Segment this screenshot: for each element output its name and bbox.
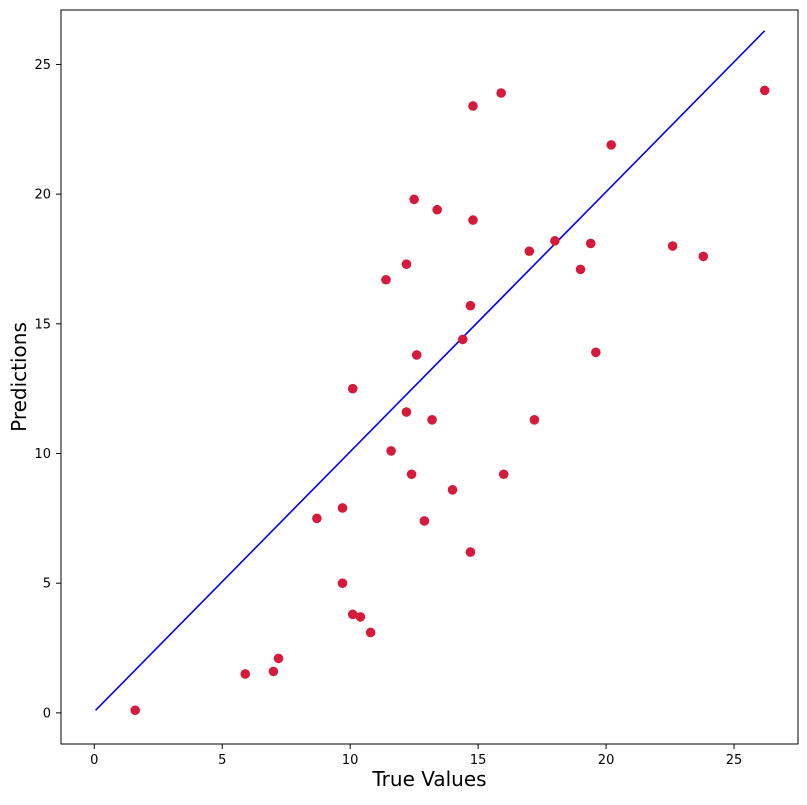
scatter-point [130, 705, 141, 716]
scatter-point [347, 383, 358, 394]
scatter-point [268, 666, 279, 677]
x-tick-label: 15 [470, 753, 487, 768]
y-axis-title: Predictions [7, 322, 31, 432]
scatter-point [406, 469, 417, 480]
x-tick-label: 20 [598, 753, 615, 768]
scatter-point [550, 236, 560, 246]
scatter-point [312, 513, 322, 524]
scatter-point [419, 516, 430, 526]
y-tick-label: 5 [43, 577, 51, 592]
scatter-point [575, 264, 586, 275]
scatter-point [465, 300, 476, 311]
scatter-point [529, 414, 540, 425]
scatter-point [240, 669, 251, 679]
x-tick-label: 5 [218, 753, 226, 768]
scatter-point [337, 503, 348, 513]
scatter-point [759, 85, 770, 96]
plot-content [94, 30, 770, 716]
scatter-point [606, 140, 616, 150]
scatter-point [496, 88, 506, 98]
scatter-point [468, 215, 478, 225]
scatter-point [524, 246, 535, 257]
scatter-point [468, 101, 478, 111]
x-axis-title: True Values [371, 767, 486, 791]
scatter-point [401, 407, 412, 417]
x-tick-label: 25 [726, 753, 743, 768]
scatter-point [365, 627, 376, 638]
scatter-point [698, 251, 709, 262]
y-tick-label: 25 [34, 58, 51, 73]
x-tick-label: 10 [342, 753, 359, 768]
scatter-point [432, 204, 442, 215]
y-tick-label: 0 [43, 706, 51, 721]
y-tick-label: 10 [34, 447, 51, 462]
plot-frame [60, 9, 799, 745]
y-tick-label: 15 [34, 317, 51, 332]
y-tick-label: 20 [34, 188, 51, 203]
axis-ticks: 0 5 10 15 20 25 0 5 10 15 20 25 [34, 58, 742, 768]
scatter-point [457, 334, 468, 345]
scatter-point [386, 446, 396, 456]
scatter-point [401, 259, 412, 269]
scatter-point [381, 274, 391, 285]
scatter-point [667, 241, 678, 251]
scatter-point [411, 350, 422, 360]
scatter-point [498, 469, 509, 480]
scatter-point [273, 653, 284, 664]
scatter-point [355, 612, 366, 622]
scatter-point [585, 238, 596, 249]
scatter-point [447, 485, 458, 495]
x-tick-label: 0 [90, 753, 98, 768]
reference-line [94, 30, 766, 711]
scatter-point [427, 414, 437, 425]
scatter-point [465, 547, 476, 557]
scatter-point [409, 194, 419, 205]
scatter-point [337, 578, 348, 588]
scatter-point [591, 347, 601, 358]
scatter-point [347, 609, 358, 620]
